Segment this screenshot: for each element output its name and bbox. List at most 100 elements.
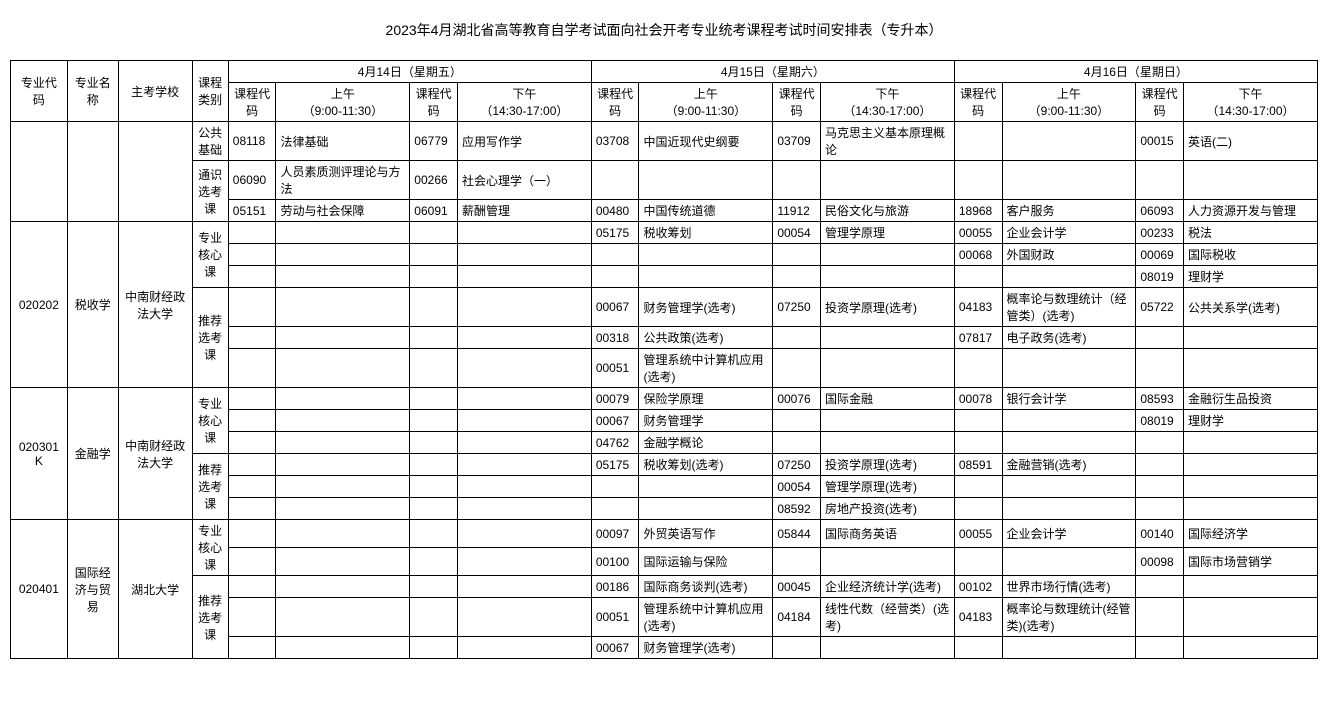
cell: [773, 327, 821, 349]
cell: 00069: [1136, 244, 1184, 266]
cell: [1184, 454, 1318, 476]
cell: [410, 288, 458, 327]
table-row: 通识选考课 06090人员素质测评理论与方法 00266社会心理学（一）: [11, 161, 1318, 200]
cell: 06779: [410, 122, 458, 161]
cell: [954, 637, 1002, 659]
cell: [1136, 349, 1184, 388]
cell: 财务管理学(选考): [639, 288, 773, 327]
cell: [410, 432, 458, 454]
cell: [820, 266, 954, 288]
cell: [457, 637, 591, 659]
cell: [276, 476, 410, 498]
cell: [228, 637, 276, 659]
cell: 00140: [1136, 520, 1184, 548]
cell: [954, 410, 1002, 432]
cell: [591, 498, 639, 520]
cell: [276, 410, 410, 432]
cell: 00068: [954, 244, 1002, 266]
cell: [773, 637, 821, 659]
h-d2p: 下午（14:30-17:00）: [820, 83, 954, 122]
cell: [591, 161, 639, 200]
cell: 电子政务(选考): [1002, 327, 1136, 349]
cell: [1136, 476, 1184, 498]
cell: [954, 476, 1002, 498]
cell: [457, 288, 591, 327]
table-row: 推荐选考课 05175税收筹划(选考) 07250投资学原理(选考) 08591…: [11, 454, 1318, 476]
cell: [639, 476, 773, 498]
cell: [228, 432, 276, 454]
cell: [773, 410, 821, 432]
cell: 银行会计学: [1002, 388, 1136, 410]
cell: 税收筹划(选考): [639, 454, 773, 476]
cell-ctype: 专业核心课: [192, 520, 228, 576]
cell: 04183: [954, 598, 1002, 637]
table-row: 020301K 金融学 中南财经政法大学 专业核心课 00079保险学原理 00…: [11, 388, 1318, 410]
h-day3: 4月16日（星期日）: [954, 61, 1317, 83]
table-row: 推荐选考课 00186国际商务谈判(选考) 00045企业经济统计学(选考) 0…: [11, 576, 1318, 598]
cell: [457, 410, 591, 432]
cell: 03709: [773, 122, 821, 161]
cell: [276, 349, 410, 388]
cell-major-name: 国际经济与贸易: [67, 520, 118, 659]
cell: [228, 266, 276, 288]
cell: [410, 476, 458, 498]
cell: [228, 576, 276, 598]
cell: 人力资源开发与管理: [1184, 200, 1318, 222]
cell: 00233: [1136, 222, 1184, 244]
cell: 国际经济学: [1184, 520, 1318, 548]
cell: 00078: [954, 388, 1002, 410]
cell: [1002, 432, 1136, 454]
cell-major-code: 020202: [11, 222, 68, 388]
cell: 企业会计学: [1002, 520, 1136, 548]
cell: 法律基础: [276, 122, 410, 161]
table-row: 020401 国际经济与贸易 湖北大学 专业核心课 00097外贸英语写作 05…: [11, 520, 1318, 548]
cell: [1184, 576, 1318, 598]
cell: 管理系统中计算机应用(选考): [639, 598, 773, 637]
cell: [228, 388, 276, 410]
cell: 08591: [954, 454, 1002, 476]
cell: [276, 288, 410, 327]
cell-school: 中南财经政法大学: [118, 222, 192, 388]
cell: 外贸英语写作: [639, 520, 773, 548]
cell: [228, 327, 276, 349]
cell: [1002, 410, 1136, 432]
h-day2: 4月15日（星期六）: [591, 61, 954, 83]
cell: 投资学原理(选考): [820, 454, 954, 476]
cell: [410, 327, 458, 349]
cell: [410, 498, 458, 520]
cell-major-code: [11, 122, 68, 222]
h-d1p-cc: 课程代码: [410, 83, 458, 122]
h-d2a-cc: 课程代码: [591, 83, 639, 122]
h-d3a-cc: 课程代码: [954, 83, 1002, 122]
cell: 中国近现代史纲要: [639, 122, 773, 161]
cell: [1002, 161, 1136, 200]
cell: 税法: [1184, 222, 1318, 244]
table-row: 推荐选考课 00067财务管理学(选考) 07250投资学原理(选考) 0418…: [11, 288, 1318, 327]
cell: [457, 520, 591, 548]
cell: 投资学原理(选考): [820, 288, 954, 327]
cell: 应用写作学: [457, 122, 591, 161]
cell-school: 湖北大学: [118, 520, 192, 659]
cell: [1184, 327, 1318, 349]
cell: 人员素质测评理论与方法: [276, 161, 410, 200]
cell: 06091: [410, 200, 458, 222]
cell: [228, 288, 276, 327]
cell: [954, 548, 1002, 576]
cell: [954, 161, 1002, 200]
cell: 财务管理学(选考): [639, 637, 773, 659]
cell-major-code: 020301K: [11, 388, 68, 520]
cell: [1184, 498, 1318, 520]
cell: [228, 244, 276, 266]
cell: 07250: [773, 288, 821, 327]
cell: 国际运输与保险: [639, 548, 773, 576]
cell-major-name: 金融学: [67, 388, 118, 520]
cell: [954, 349, 1002, 388]
cell: 04762: [591, 432, 639, 454]
cell: [276, 576, 410, 598]
cell: 00051: [591, 349, 639, 388]
cell: 08019: [1136, 410, 1184, 432]
cell: [276, 432, 410, 454]
cell: 05175: [591, 222, 639, 244]
cell-major-name: 税收学: [67, 222, 118, 388]
cell: [954, 266, 1002, 288]
